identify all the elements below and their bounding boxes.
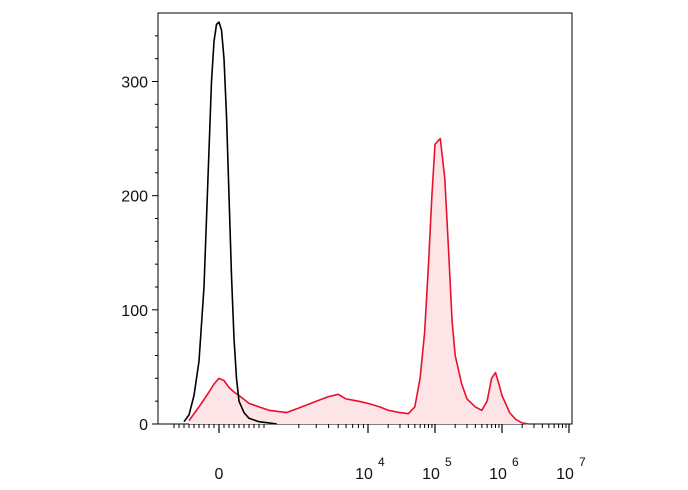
y-tick-label: 300 bbox=[121, 75, 148, 92]
series-1-area bbox=[189, 138, 529, 424]
x-tick-label: 10 bbox=[355, 466, 373, 483]
x-tick-label: 10 bbox=[556, 466, 574, 483]
x-tick-label: 10 bbox=[422, 466, 440, 483]
x-tick-exponent: 7 bbox=[579, 455, 586, 469]
x-tick-label: 10 bbox=[489, 466, 507, 483]
y-tick-label: 0 bbox=[139, 417, 148, 434]
x-tick-exponent: 4 bbox=[378, 455, 385, 469]
series-layer bbox=[183, 21, 529, 425]
plot-area bbox=[157, 12, 573, 425]
x-axis: 0 10 4 10 5 10 6 10 7 bbox=[173, 424, 586, 483]
series-1-line bbox=[188, 137, 529, 425]
y-tick-label: 100 bbox=[121, 303, 148, 320]
x-tick-exponent: 5 bbox=[445, 455, 452, 469]
x-tick-exponent: 6 bbox=[512, 455, 519, 469]
y-axis: 0 100 200 300 bbox=[121, 35, 158, 434]
series-0-line bbox=[183, 21, 277, 425]
y-tick-label: 200 bbox=[121, 189, 148, 206]
plot-frame bbox=[157, 12, 573, 425]
x-tick-label: 0 bbox=[215, 466, 224, 483]
